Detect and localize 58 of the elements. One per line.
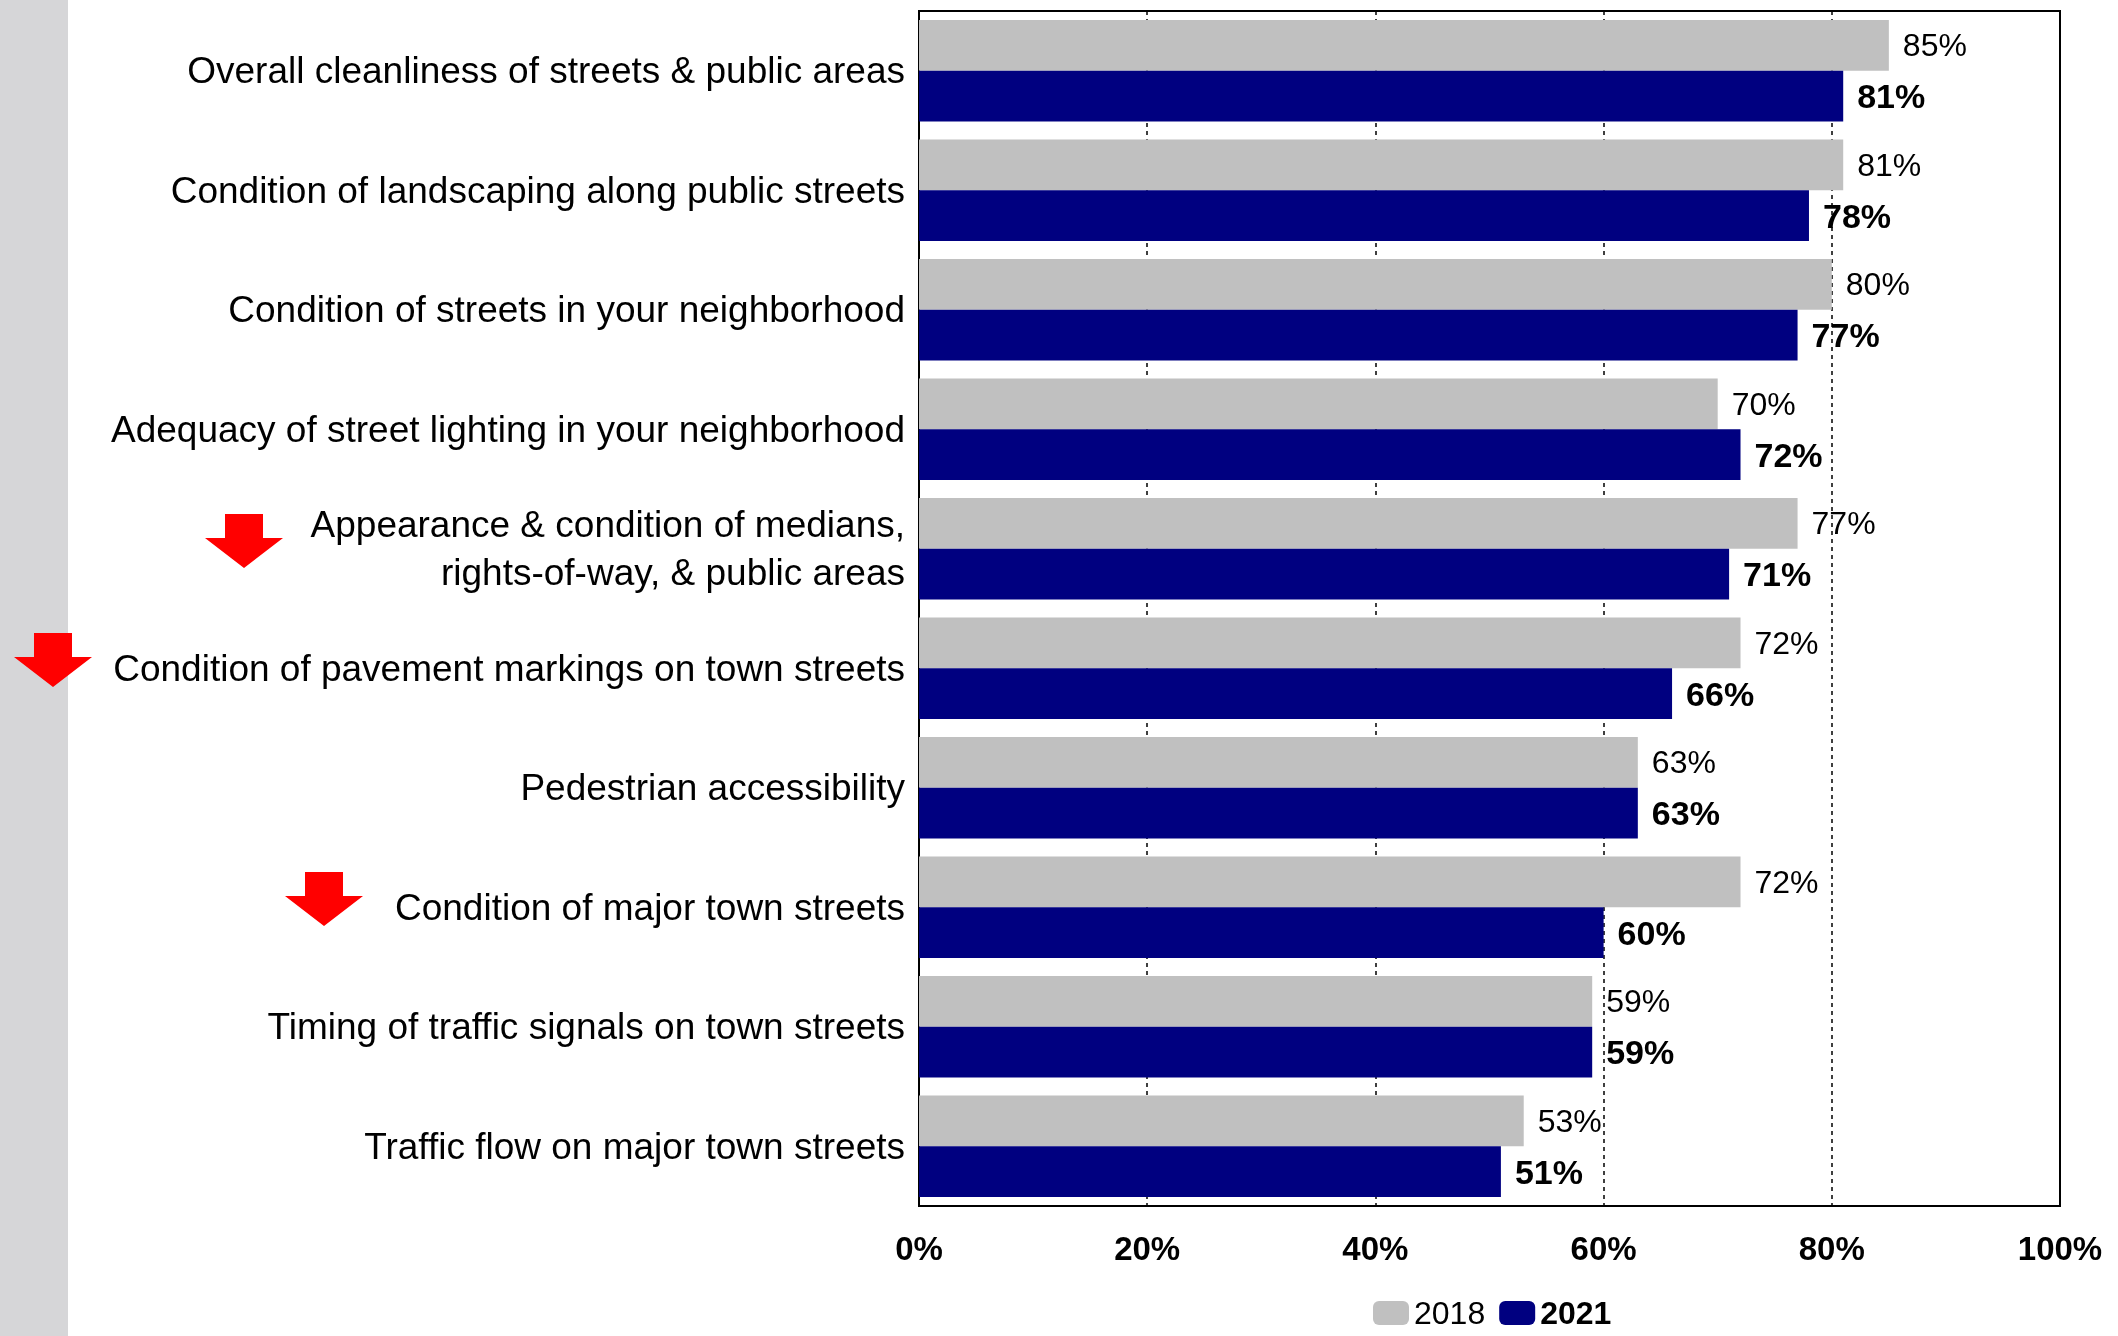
y-tick-label: Traffic flow on major town streets <box>364 1125 905 1167</box>
y-tick-label: Overall cleanliness of streets & public areas <box>187 50 905 92</box>
bar <box>919 787 1638 839</box>
y-tick-label: Pedestrian accessibility <box>520 767 906 809</box>
data-label: 72% <box>1754 435 1823 474</box>
data-label: 77% <box>1811 316 1880 355</box>
bar <box>919 1026 1593 1078</box>
bar <box>919 1146 1501 1198</box>
x-tick-label: 40% <box>1342 1230 1409 1267</box>
data-label: 59% <box>1606 1033 1675 1072</box>
x-tick-label: 20% <box>1114 1230 1181 1267</box>
bar <box>919 736 1638 788</box>
legend-label: 2021 <box>1540 1295 1612 1331</box>
x-tick-label: 0% <box>895 1230 943 1267</box>
y-tick-label: Condition of streets in your neighborhood <box>228 289 905 331</box>
bar <box>919 907 1604 959</box>
y-tick-label: Condition of landscaping along public streets <box>170 169 905 211</box>
data-label: 72% <box>1754 624 1819 661</box>
y-tick-label: Appearance & condition of medians, rights-of-way, & public areas <box>310 504 905 594</box>
bar <box>919 975 1593 1027</box>
data-label: 63% <box>1651 744 1716 781</box>
y-tick-label: Adequacy of street lighting in your neighborhood <box>111 408 905 450</box>
bar <box>919 1095 1524 1147</box>
bar <box>919 497 1798 549</box>
data-label: 81% <box>1857 77 1926 116</box>
bar <box>919 309 1798 361</box>
bar <box>919 190 1809 242</box>
data-label: 66% <box>1686 674 1755 713</box>
data-label: 77% <box>1811 505 1876 542</box>
bar <box>919 19 1889 71</box>
data-label: 53% <box>1537 1102 1602 1139</box>
bar <box>919 617 1741 669</box>
y-tick-label: Timing of traffic signals on town streets <box>267 1006 905 1048</box>
bar <box>919 668 1673 720</box>
x-tick-label: 80% <box>1798 1230 1865 1267</box>
data-label: 78% <box>1822 196 1892 235</box>
data-label: 81% <box>1857 146 1922 183</box>
data-label: 85% <box>1902 27 1967 64</box>
data-label: 70% <box>1731 385 1796 422</box>
bar <box>919 378 1718 430</box>
bar <box>919 429 1741 481</box>
data-label: 72% <box>1754 863 1819 900</box>
bar <box>919 548 1730 600</box>
data-label: 80% <box>1845 266 1910 303</box>
data-label: 51% <box>1514 1152 1583 1191</box>
data-label: 59% <box>1606 983 1671 1020</box>
bar <box>919 139 1844 191</box>
data-label: 71% <box>1743 555 1812 594</box>
x-tick-label: 100% <box>2017 1230 2103 1267</box>
y-tick-label: Condition of major town streets <box>394 886 905 928</box>
data-label: 60% <box>1617 913 1686 952</box>
bar <box>919 70 1844 122</box>
y-tick-label: Condition of pavement markings on town streets <box>113 647 905 689</box>
data-label: 63% <box>1651 794 1720 833</box>
bar <box>919 856 1741 908</box>
x-tick-label: 60% <box>1570 1230 1637 1267</box>
legend-label: 2018 <box>1414 1295 1486 1331</box>
bar <box>919 258 1832 310</box>
